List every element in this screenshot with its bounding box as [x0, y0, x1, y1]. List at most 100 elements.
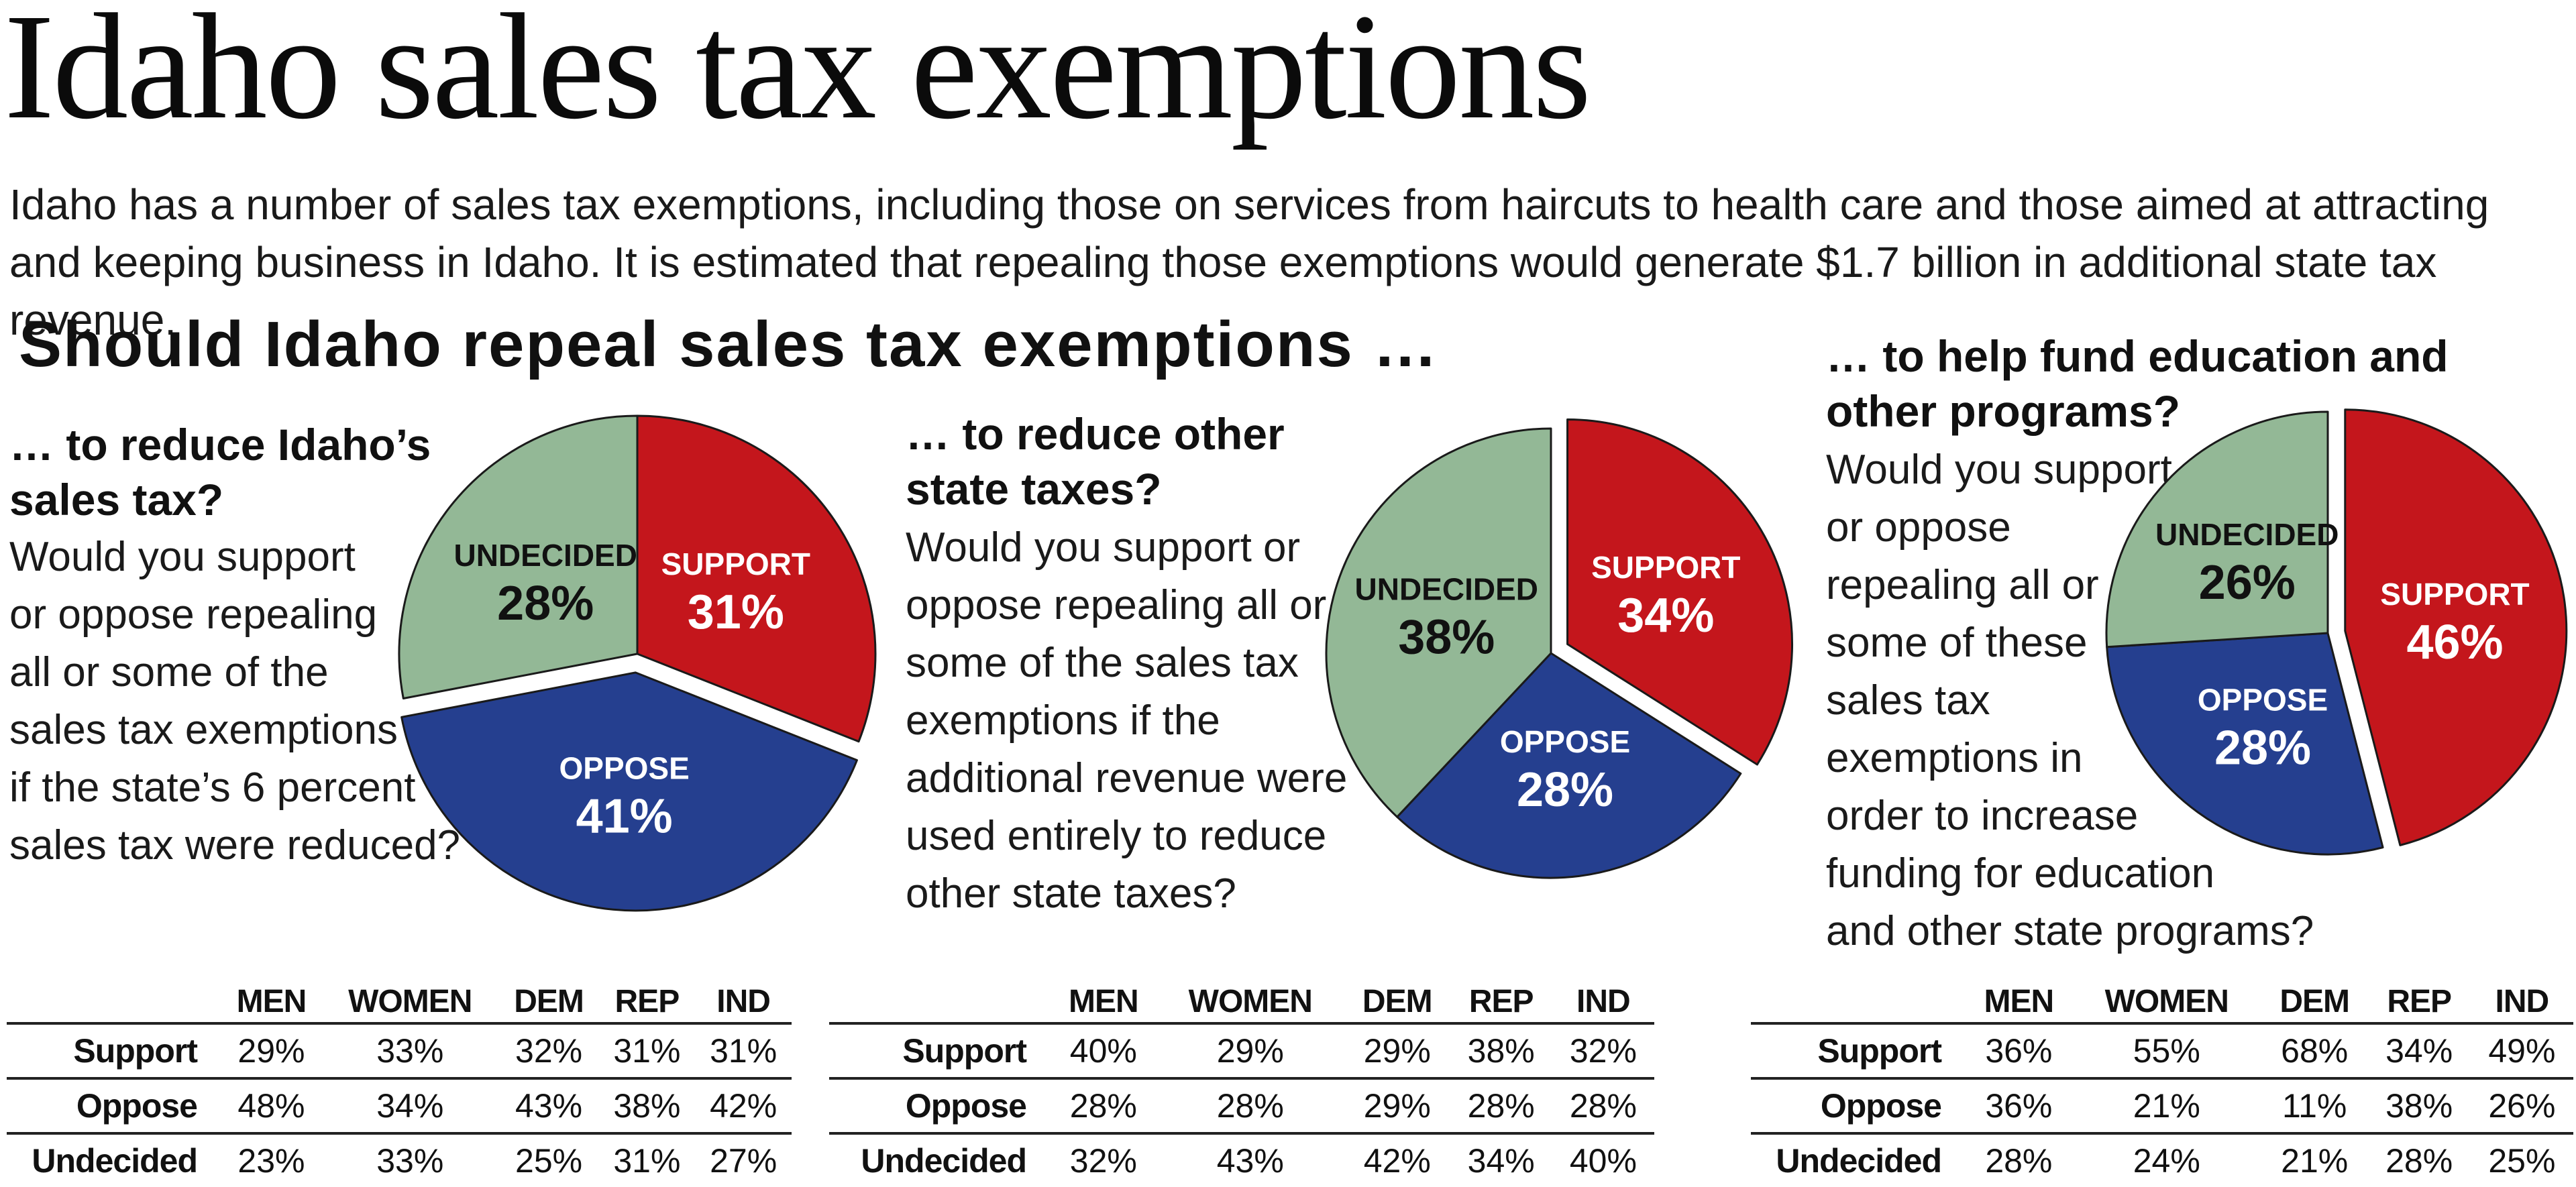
subhead-3-line: other programs? — [1826, 386, 2181, 436]
pie-slice-undecided — [398, 414, 639, 700]
row-label: Oppose — [829, 1077, 1051, 1133]
pie-slice-undecided — [1325, 427, 1552, 818]
question-3-line: Would you support — [1826, 447, 2172, 493]
column-header: DEM — [1362, 983, 1433, 1019]
table-cell: 29% — [221, 1022, 321, 1078]
table-row: Undecided 28% 24% 21% 28% 25% — [1751, 1132, 2573, 1187]
table-cell: 33% — [321, 1132, 499, 1187]
table-row: Support 36% 55% 68% 34% 49% — [1751, 1022, 2573, 1078]
table-cell: 26% — [2470, 1077, 2573, 1133]
crosstab-table-3: MEN WOMEN DEM REP IND Support 36% 55% 68… — [1751, 980, 2573, 1187]
table-cell: 40% — [1552, 1132, 1654, 1187]
table-header-row: MEN WOMEN DEM REP IND — [1751, 980, 2573, 1023]
question-3: Would you support or oppose repealing al… — [1826, 441, 2314, 960]
table-cell: 31% — [598, 1132, 696, 1187]
table-cell: 11% — [2261, 1077, 2368, 1133]
question-2-line: oppose repealing all or — [906, 582, 1327, 628]
column-header: IND — [716, 983, 771, 1019]
table-cell: 28% — [2367, 1132, 2471, 1187]
table-corner — [1751, 980, 1966, 1023]
table-cell: 34% — [321, 1077, 499, 1133]
column-header: REP — [2387, 983, 2452, 1019]
slice-label: UNDECIDED — [1355, 571, 1538, 606]
crosstab-table-1: MEN WOMEN DEM REP IND Support 29% 33% 32… — [7, 980, 792, 1187]
question-3-line: order to increase — [1826, 793, 2139, 839]
question-1-line: or oppose repealing — [9, 591, 378, 638]
slice-value: 28% — [497, 577, 594, 630]
table-cell: 68% — [2261, 1022, 2368, 1078]
question-2-line: Would you support or — [906, 524, 1301, 571]
question-3-line: and other state programs? — [1826, 908, 2314, 954]
table-cell: 24% — [2072, 1132, 2261, 1187]
row-label: Support — [1751, 1022, 1966, 1078]
row-label: Support — [7, 1022, 221, 1078]
table-cell: 38% — [2367, 1077, 2471, 1133]
table-cell: 43% — [498, 1077, 599, 1133]
slice-label: SUPPORT — [2380, 577, 2529, 612]
subhead-3-line: … to help fund education and — [1826, 331, 2449, 381]
intro-text: Idaho has a number of sales tax exemptio… — [9, 180, 2489, 344]
pie-slice-oppose — [400, 671, 858, 912]
question-2-line: some of the sales tax — [906, 640, 1299, 686]
question-heading: Should Idaho repeal sales tax exemptions… — [19, 308, 1439, 380]
table-cell: 40% — [1051, 1022, 1157, 1078]
row-label: Oppose — [7, 1077, 221, 1133]
row-label: Undecided — [7, 1132, 221, 1187]
pie-slice-support — [1566, 418, 1793, 766]
slice-value: 31% — [688, 585, 784, 639]
table-cell: 34% — [1450, 1132, 1552, 1187]
table-cell: 27% — [695, 1132, 792, 1187]
question-1-line: all or some of the — [9, 649, 329, 695]
table-row: Undecided 23% 33% 25% 31% 27% — [7, 1132, 792, 1187]
table-cell: 32% — [1552, 1022, 1654, 1078]
pie-slice-undecided — [2105, 410, 2329, 648]
pie-chart-2: SUPPORT 34% OPPOSE 28% UNDECIDED 38% — [1325, 418, 1793, 879]
column-header: IND — [2495, 983, 2550, 1019]
table-cell: 21% — [2261, 1132, 2368, 1187]
column-header: MEN — [1984, 983, 2055, 1019]
table-cell: 34% — [2367, 1022, 2471, 1078]
table-cell: 28% — [1156, 1077, 1344, 1133]
question-1-line: sales tax exemptions — [9, 707, 398, 753]
table-cell: 29% — [1344, 1077, 1450, 1133]
question-2-line: additional revenue were — [906, 755, 1348, 801]
slice-label: UNDECIDED — [453, 538, 637, 573]
table-row: Oppose 48% 34% 43% 38% 42% — [7, 1077, 792, 1133]
subhead-2: … to reduce other state taxes? — [906, 406, 1285, 516]
table-cell: 43% — [1156, 1132, 1344, 1187]
table-header-row: MEN WOMEN DEM REP IND — [7, 980, 792, 1023]
table-cell: 36% — [1966, 1077, 2072, 1133]
slice-label: OPPOSE — [2198, 682, 2328, 717]
column-header: DEM — [2279, 983, 2350, 1019]
table-cell: 25% — [2470, 1132, 2573, 1187]
pie-slice-oppose — [2106, 632, 2384, 856]
table-cell: 36% — [1966, 1022, 2072, 1078]
question-3-line: exemptions in — [1826, 735, 2083, 781]
table-row: Oppose 28% 28% 29% 28% 28% — [829, 1077, 1654, 1133]
table-cell: 29% — [1344, 1022, 1450, 1078]
slice-value: 46% — [2406, 616, 2503, 669]
slice-label: OPPOSE — [1500, 724, 1630, 759]
column-header: REP — [614, 983, 680, 1019]
slice-value: 34% — [1617, 589, 1714, 642]
table-cell: 33% — [321, 1022, 499, 1078]
row-label: Undecided — [829, 1132, 1051, 1187]
table-corner — [7, 980, 221, 1023]
slice-value: 28% — [2214, 721, 2311, 775]
table-row: Support 40% 29% 29% 38% 32% — [829, 1022, 1654, 1078]
table-cell: 28% — [1450, 1077, 1552, 1133]
column-header: REP — [1468, 983, 1534, 1019]
question-2: Would you support or oppose repealing al… — [906, 519, 1347, 923]
slice-label: SUPPORT — [1591, 550, 1740, 585]
question-3-line: repealing all or — [1826, 562, 2099, 608]
table-cell: 25% — [498, 1132, 599, 1187]
table-cell: 23% — [221, 1132, 321, 1187]
pie-slice-support — [2344, 408, 2568, 846]
table-cell: 28% — [1552, 1077, 1654, 1133]
pie-slice-oppose — [1396, 652, 1742, 879]
row-label: Support — [829, 1022, 1051, 1078]
slice-label: SUPPORT — [661, 547, 810, 581]
subhead-1-line: sales tax? — [9, 475, 224, 524]
table-row: Undecided 32% 43% 42% 34% 40% — [829, 1132, 1654, 1187]
page-title: Idaho sales tax exemptions — [4, 0, 1591, 150]
